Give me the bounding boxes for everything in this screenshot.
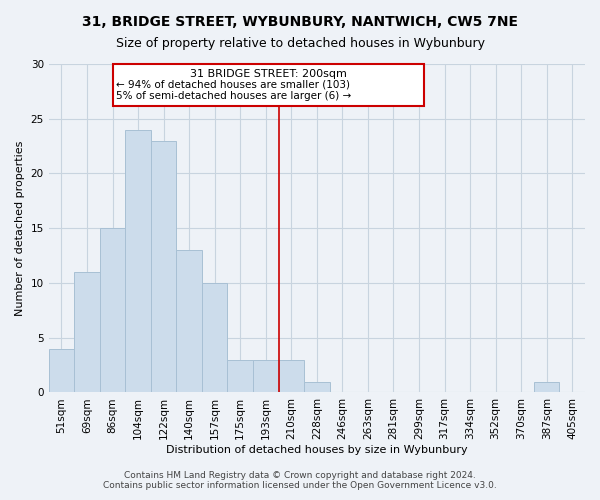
- X-axis label: Distribution of detached houses by size in Wybunbury: Distribution of detached houses by size …: [166, 445, 467, 455]
- Text: 5% of semi-detached houses are larger (6) →: 5% of semi-detached houses are larger (6…: [116, 91, 352, 101]
- Bar: [100, 228, 125, 392]
- Bar: [151, 140, 176, 392]
- Bar: [202, 283, 227, 393]
- Bar: [534, 382, 559, 392]
- Text: ← 94% of detached houses are smaller (103): ← 94% of detached houses are smaller (10…: [116, 80, 350, 90]
- Bar: [49, 348, 74, 393]
- Bar: [253, 360, 278, 392]
- FancyBboxPatch shape: [113, 64, 424, 106]
- Bar: [176, 250, 202, 392]
- Bar: [304, 382, 329, 392]
- Y-axis label: Number of detached properties: Number of detached properties: [15, 140, 25, 316]
- Text: Size of property relative to detached houses in Wybunbury: Size of property relative to detached ho…: [115, 38, 485, 51]
- Text: 31 BRIDGE STREET: 200sqm: 31 BRIDGE STREET: 200sqm: [190, 69, 347, 79]
- Bar: [125, 130, 151, 392]
- Bar: [278, 360, 304, 392]
- Bar: [74, 272, 100, 392]
- Bar: [227, 360, 253, 392]
- Text: 31, BRIDGE STREET, WYBUNBURY, NANTWICH, CW5 7NE: 31, BRIDGE STREET, WYBUNBURY, NANTWICH, …: [82, 15, 518, 29]
- Text: Contains HM Land Registry data © Crown copyright and database right 2024.
Contai: Contains HM Land Registry data © Crown c…: [103, 470, 497, 490]
